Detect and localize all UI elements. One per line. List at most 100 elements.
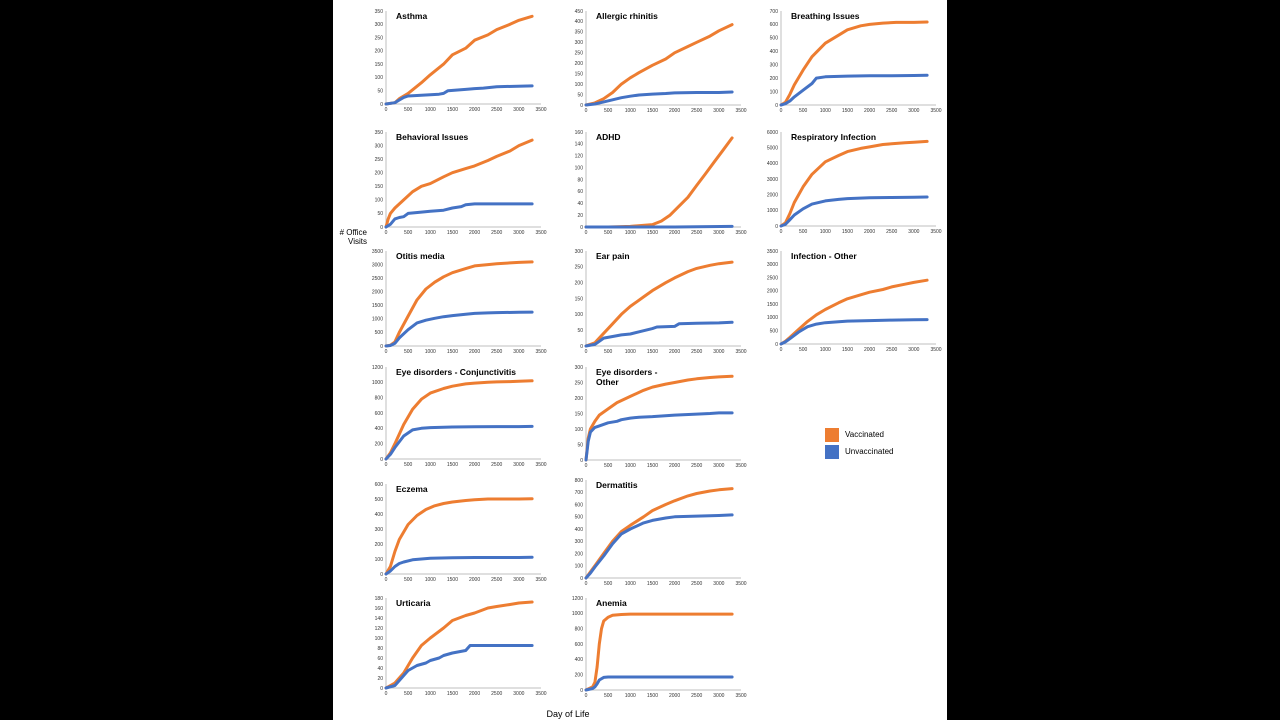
y-tick-label: 1000 bbox=[572, 611, 583, 617]
y-tick-label: 500 bbox=[575, 515, 584, 521]
y-axis-label: # Office Visits bbox=[339, 228, 367, 246]
y-tick-label: 200 bbox=[375, 49, 384, 55]
x-tick-label: 2500 bbox=[886, 347, 897, 353]
x-tick-label: 3500 bbox=[930, 108, 941, 114]
x-tick-label: 2500 bbox=[886, 108, 897, 114]
panel-otitis-media: 0 500 1000 1500 2000 2500 3000 3500 0 500 1000 1500… bbox=[372, 249, 547, 355]
y-tick-label: 2000 bbox=[372, 290, 383, 296]
y-tick-label: 2500 bbox=[372, 276, 383, 282]
x-tick-label: 1500 bbox=[447, 462, 458, 468]
series-line-vaccinated bbox=[584, 612, 734, 692]
y-tick-label: 50 bbox=[577, 442, 583, 448]
series-line-unvaccinated bbox=[384, 310, 534, 348]
y-tick-label: 400 bbox=[375, 426, 384, 432]
y-tick-label: 200 bbox=[575, 672, 584, 678]
y-tick-label: 0 bbox=[380, 102, 383, 108]
x-tick-label: 0 bbox=[585, 349, 588, 355]
y-tick-label: 40 bbox=[577, 201, 583, 207]
x-tick-label: 1000 bbox=[425, 577, 436, 583]
legend-item-vaccinated: Vaccinated bbox=[825, 426, 893, 443]
y-tick-label: 300 bbox=[770, 63, 779, 69]
panel-title: Allergic rhinitis bbox=[596, 11, 658, 21]
y-tick-label: 250 bbox=[375, 157, 384, 163]
x-tick-label: 1500 bbox=[842, 347, 853, 353]
x-tick-label: 3500 bbox=[735, 693, 746, 699]
x-tick-label: 3500 bbox=[535, 462, 546, 468]
x-tick-label: 1500 bbox=[447, 349, 458, 355]
panel-title: Otitis media bbox=[396, 251, 445, 261]
y-tick-label: 600 bbox=[575, 502, 584, 508]
x-tick-label: 3500 bbox=[735, 230, 746, 236]
y-tick-label: 3500 bbox=[767, 249, 778, 255]
x-tick-label: 2000 bbox=[864, 108, 875, 114]
y-tick-label: 300 bbox=[575, 40, 584, 46]
y-tick-label: 6000 bbox=[767, 130, 778, 136]
x-tick-label: 1500 bbox=[447, 107, 458, 113]
x-tick-label: 3500 bbox=[930, 347, 941, 353]
x-tick-label: 1500 bbox=[647, 230, 658, 236]
y-tick-label: 140 bbox=[575, 142, 584, 148]
x-tick-label: 2000 bbox=[864, 229, 875, 235]
series-line-unvaccinated bbox=[584, 675, 734, 692]
series-line-unvaccinated bbox=[384, 644, 534, 690]
y-tick-label: 300 bbox=[375, 527, 384, 533]
x-tick-label: 2000 bbox=[669, 230, 680, 236]
y-tick-label: 150 bbox=[575, 296, 584, 302]
y-tick-label: 400 bbox=[375, 512, 384, 518]
y-tick-label: 1000 bbox=[767, 208, 778, 214]
x-tick-label: 0 bbox=[585, 230, 588, 236]
y-tick-label: 200 bbox=[375, 542, 384, 548]
y-tick-label: 400 bbox=[575, 19, 584, 25]
x-tick-label: 0 bbox=[585, 693, 588, 699]
panel-title: Eye disorders - Conjunctivitis bbox=[396, 367, 516, 377]
x-tick-label: 500 bbox=[799, 229, 808, 235]
y-tick-label: 0 bbox=[775, 103, 778, 109]
y-tick-label: 40 bbox=[377, 666, 383, 672]
panel-eczema: 0 100 200 300 400 500 600 0 500 1000 1500 2000 2500 3… bbox=[375, 482, 547, 583]
y-tick-label: 100 bbox=[375, 557, 384, 563]
panel-title: Anemia bbox=[596, 598, 627, 608]
series-line-unvaccinated bbox=[384, 202, 534, 229]
x-tick-label: 3500 bbox=[735, 349, 746, 355]
x-tick-label: 1500 bbox=[447, 577, 458, 583]
y-tick-label: 1000 bbox=[767, 315, 778, 321]
y-tick-label: 160 bbox=[375, 606, 384, 612]
x-tick-label: 2000 bbox=[669, 349, 680, 355]
y-tick-label: 2500 bbox=[767, 275, 778, 281]
panel-adhd: 0 20 40 60 80 100 120 140 160 0 500 1000 1500 2000 250… bbox=[575, 130, 747, 236]
y-tick-label: 250 bbox=[375, 35, 384, 41]
y-tick-label: 600 bbox=[575, 642, 584, 648]
x-tick-label: 1000 bbox=[625, 581, 636, 587]
panel-title: Ear pain bbox=[596, 251, 630, 261]
series-line-unvaccinated bbox=[384, 555, 534, 576]
legend-label: Vaccinated bbox=[845, 430, 884, 439]
y-tick-label: 0 bbox=[580, 225, 583, 231]
x-tick-label: 3000 bbox=[513, 107, 524, 113]
y-tick-label: 120 bbox=[375, 626, 384, 632]
x-tick-label: 1500 bbox=[447, 230, 458, 236]
y-tick-label: 3000 bbox=[372, 262, 383, 268]
series-line-vaccinated bbox=[384, 138, 534, 229]
x-tick-label: 2500 bbox=[491, 107, 502, 113]
x-tick-label: 0 bbox=[585, 581, 588, 587]
y-tick-label: 0 bbox=[775, 342, 778, 348]
series-line-unvaccinated bbox=[584, 411, 734, 462]
x-tick-label: 500 bbox=[404, 349, 413, 355]
x-tick-label: 0 bbox=[385, 691, 388, 697]
x-tick-label: 500 bbox=[604, 230, 613, 236]
panel-allergic-rhinitis: 0 50 100 150 200 250 300 350 400 450 0 500 1000 1500 2… bbox=[575, 9, 747, 114]
y-tick-label: 150 bbox=[375, 184, 384, 190]
x-tick-label: 500 bbox=[799, 108, 808, 114]
y-tick-label: 500 bbox=[770, 36, 779, 42]
x-tick-label: 2500 bbox=[691, 463, 702, 469]
x-tick-label: 1000 bbox=[425, 462, 436, 468]
y-tick-label: 60 bbox=[377, 656, 383, 662]
y-tick-label: 100 bbox=[575, 165, 584, 171]
y-tick-label: 2000 bbox=[767, 192, 778, 198]
x-tick-label: 1000 bbox=[425, 349, 436, 355]
x-tick-label: 3000 bbox=[908, 229, 919, 235]
x-tick-label: 2000 bbox=[864, 347, 875, 353]
series-line-vaccinated bbox=[779, 20, 929, 107]
